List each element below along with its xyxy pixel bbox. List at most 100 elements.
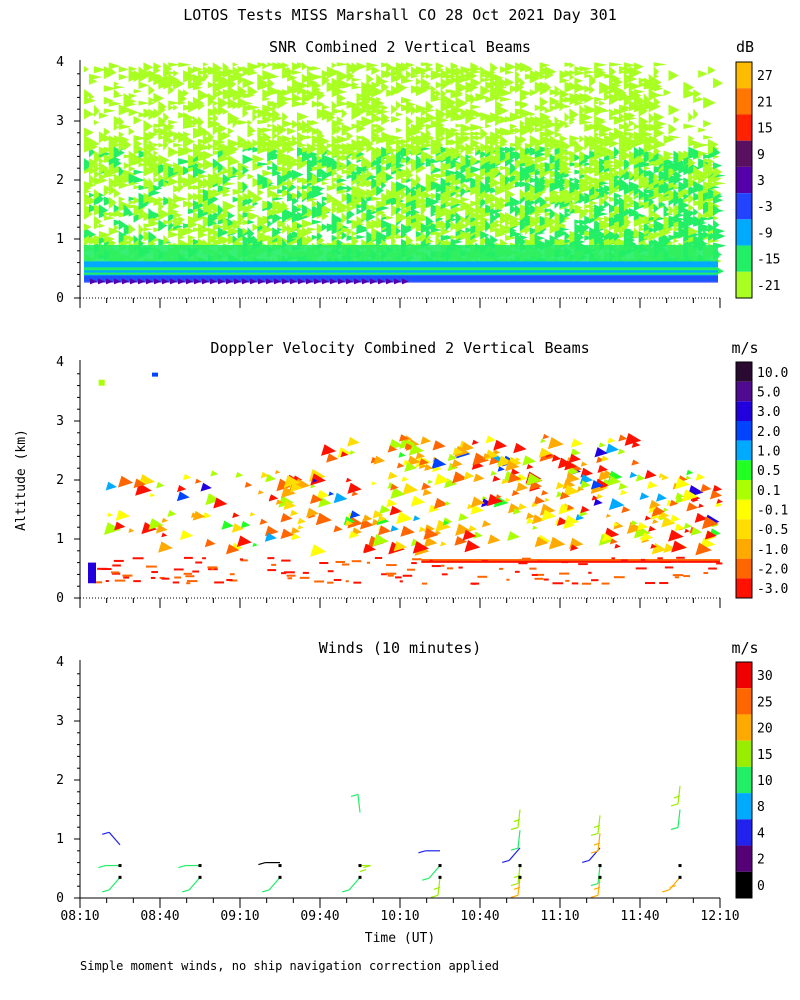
colorbar-swatch [736,519,752,539]
snr-cell [396,192,403,206]
snr-cell [331,100,338,112]
snr-cell [108,100,122,107]
wind-barb-flag [670,803,679,807]
snr-cell [212,188,219,194]
snr-cell [628,169,634,181]
colorbar-swatch [736,558,752,579]
snr-cell [584,85,592,93]
doppler-cell [412,541,430,554]
colorbar-label: -3.0 [757,582,788,597]
doppler-cell [173,568,184,571]
colorbar-label: 10 [757,774,773,789]
wind-barb-flag [98,864,106,869]
y-tick-label: 3 [56,414,64,429]
snr-cell [146,278,153,285]
snr-cell [693,96,701,104]
snr-cell [703,119,712,128]
snr-cell [618,165,626,179]
doppler-cell [287,577,293,580]
doppler-cell [434,473,450,486]
doppler-cell [398,452,406,458]
snr-cell [455,131,462,137]
snr-cell [534,104,543,112]
snr-cell [579,104,586,116]
snr-cell [505,77,515,88]
snr-cell [386,69,393,79]
snr-cell [455,211,463,225]
snr-cell [495,219,501,224]
snr-cell [529,204,538,215]
doppler-cell [374,556,383,559]
snr-cell [579,66,593,72]
snr-cell [346,131,354,142]
snr-cell [301,100,309,106]
snr-cell [143,165,156,177]
snr-cell [257,215,270,228]
colorbar-label: -21 [757,279,780,294]
colorbar-swatch [736,381,752,402]
snr-cell [207,234,220,242]
snr-cell [623,208,633,217]
snr-cell [84,192,93,206]
snr-cell [287,177,294,191]
snr-cell [272,138,285,151]
snr-cell [153,185,163,192]
snr-cell [396,211,409,223]
snr-cell [500,89,513,97]
doppler-cell [490,470,498,476]
doppler-cell [698,503,705,509]
colorbar-swatch [736,714,752,741]
wind-barb [597,865,601,884]
snr-cell [227,127,234,135]
doppler-cell [558,503,573,515]
snr-cell [267,219,273,229]
snr-cell [490,62,498,74]
doppler-cell [289,509,299,517]
doppler-cell [458,566,463,569]
doppler-cell [497,466,505,472]
snr-cell [227,227,242,236]
snr-cell [168,196,175,205]
doppler-cell [651,542,667,555]
snr-cell [391,135,404,141]
snr-cell [322,278,329,285]
snr-cell [262,223,272,235]
doppler-cell [389,505,403,516]
snr-cell [589,108,597,114]
snr-cell [192,142,202,152]
snr-cell [445,185,453,191]
snr-cell [222,108,229,115]
doppler-cell [631,459,640,466]
snr-cell [356,138,366,148]
snr-cell [202,127,210,139]
snr-cell [594,169,607,177]
snr-cell [222,142,228,153]
snr-cell [123,204,131,217]
doppler-cell [401,476,409,482]
doppler-cell [561,561,569,564]
colorbar-label: 1.0 [757,445,780,460]
doppler-cell [653,506,666,516]
snr-cell [148,231,157,244]
doppler-cell [686,469,694,476]
snr-cell [435,89,441,99]
snr-cell [584,223,590,232]
doppler-cell [297,517,306,525]
doppler-cell [107,512,114,518]
snr-cell [693,89,702,99]
snr-cell [539,123,548,131]
snr-cell [153,108,162,119]
snr-cell [282,138,292,152]
snr-cell [663,181,673,195]
snr-cell [227,96,234,108]
doppler-cell [660,560,671,563]
snr-cell [386,62,394,73]
doppler-cell [406,568,416,571]
snr-cell [311,73,325,81]
snr-cell [460,142,467,155]
snr-cell [376,135,384,144]
snr-cell [396,112,404,117]
snr-cell [113,89,120,98]
snr-cell [623,92,631,104]
doppler-cell [609,538,618,545]
